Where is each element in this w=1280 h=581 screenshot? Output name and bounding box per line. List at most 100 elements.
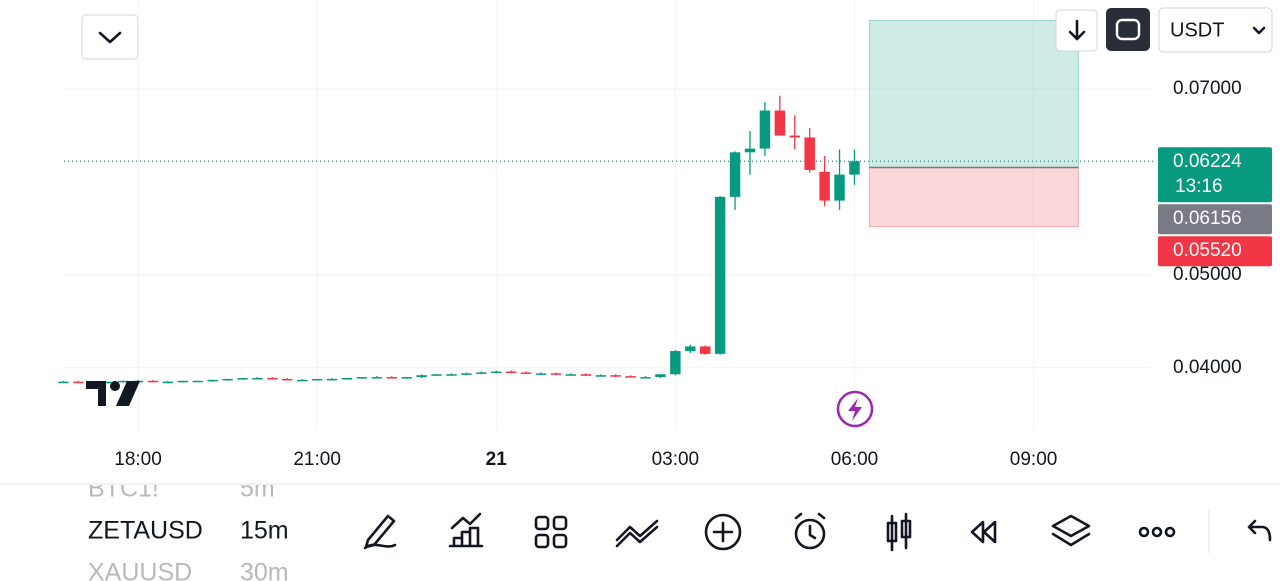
interval: 15m xyxy=(240,517,289,545)
candle-body xyxy=(356,377,368,379)
symbol: BTC1! xyxy=(88,475,159,503)
x-tick-label: 18:00 xyxy=(114,449,162,470)
candle-body xyxy=(177,380,189,383)
candle-body xyxy=(610,375,621,377)
candle-body xyxy=(505,371,517,373)
entry-price: 0.06156 xyxy=(1173,208,1242,229)
candle-body xyxy=(729,152,741,197)
more-tool[interactable] xyxy=(1138,526,1176,538)
candle-body xyxy=(252,377,263,380)
candle-body xyxy=(655,374,666,378)
candle-body xyxy=(326,378,338,381)
fullscreen-button[interactable] xyxy=(1106,8,1150,51)
candle-body xyxy=(476,372,487,374)
candle-body xyxy=(296,379,308,382)
candle-body xyxy=(670,351,681,375)
candle-body xyxy=(207,379,218,382)
loss-zone xyxy=(868,167,1079,228)
collapse-button[interactable] xyxy=(81,14,139,60)
currency: USDT xyxy=(1170,19,1224,41)
x-tick-label: 09:00 xyxy=(1010,449,1058,470)
candle-body xyxy=(416,375,427,378)
candle-body xyxy=(834,174,845,201)
layers-tool[interactable] xyxy=(1051,514,1091,547)
candle-body xyxy=(386,377,397,379)
candle-body xyxy=(714,196,726,354)
chart-type-tool[interactable] xyxy=(886,512,912,552)
candle-body xyxy=(849,161,860,175)
y-tick-label: 0.04000 xyxy=(1173,357,1242,378)
candle-body xyxy=(699,346,711,354)
candle-body xyxy=(819,171,830,201)
replay-tool[interactable] xyxy=(970,520,997,544)
candle-body xyxy=(73,381,84,384)
last-price-label: 0.06224 13:16 xyxy=(1158,147,1272,203)
axis-labels: 18:00 21:00 21 03:00 06:00 09:00 0.04000 0.0500… xyxy=(114,78,1272,470)
candle-body xyxy=(595,375,606,377)
candle-body xyxy=(222,378,233,381)
grid xyxy=(64,0,1155,430)
candle-body xyxy=(192,380,203,383)
candle-body xyxy=(237,377,248,380)
candles xyxy=(58,95,860,385)
candle-body xyxy=(102,381,114,384)
lightning-icon[interactable] xyxy=(836,390,874,428)
y-tick-label: 0.05000 xyxy=(1173,264,1242,285)
draw-tool[interactable] xyxy=(363,514,397,550)
candle-body xyxy=(774,110,786,136)
candle-body xyxy=(162,381,174,384)
candle-body xyxy=(58,381,69,384)
candle-body xyxy=(685,346,696,352)
candle-body xyxy=(565,374,577,376)
interval-list[interactable]: BTC1! 5m ZETAUSD 15m XAUUSD 30m xyxy=(88,475,289,581)
candle-body xyxy=(117,380,129,383)
candle-body xyxy=(640,377,651,379)
candle-body xyxy=(580,374,592,376)
candle-body xyxy=(789,135,800,138)
toolbar xyxy=(363,510,1272,553)
x-tick-label: 06:00 xyxy=(831,449,879,470)
candle-body xyxy=(461,373,472,375)
label-box xyxy=(1158,204,1272,235)
logo xyxy=(86,381,140,406)
candle-body xyxy=(759,110,771,149)
indicators-tool[interactable] xyxy=(448,512,484,548)
x-tick-label: 21:00 xyxy=(293,449,341,470)
candle-body xyxy=(371,377,383,379)
candle-body xyxy=(341,377,353,380)
candle-body xyxy=(446,374,457,376)
candle-body xyxy=(804,137,815,170)
add-tool[interactable] xyxy=(704,513,742,551)
profit-zone xyxy=(868,19,1079,169)
candle-body xyxy=(147,380,159,383)
label-box xyxy=(1158,236,1272,267)
x-tick-label: 03:00 xyxy=(652,449,700,470)
countdown: 13:16 xyxy=(1175,176,1223,197)
symbol: XAUUSD xyxy=(88,559,192,581)
candle-body xyxy=(520,372,532,374)
undo-tool[interactable] xyxy=(1247,519,1272,542)
stop-price: 0.05520 xyxy=(1173,240,1242,261)
candle-body xyxy=(625,376,636,378)
x-tick-label: 21 xyxy=(486,449,508,470)
candle-body xyxy=(401,377,412,379)
compare-tool[interactable] xyxy=(615,519,659,548)
candle-body xyxy=(550,373,562,375)
alert-tool[interactable] xyxy=(794,512,826,550)
candle-body xyxy=(744,148,756,153)
download-button[interactable] xyxy=(1055,9,1098,52)
interval: 30m xyxy=(240,559,289,581)
y-tick-label: 0.07000 xyxy=(1173,78,1242,99)
symbol: ZETAUSD xyxy=(88,517,203,545)
currency-select[interactable]: USDT xyxy=(1158,7,1273,53)
candle-body xyxy=(267,377,278,380)
candle-body xyxy=(491,371,502,373)
candle-body xyxy=(431,374,442,376)
layouts-tool[interactable] xyxy=(534,515,568,549)
candle-body xyxy=(535,373,547,375)
position-tool xyxy=(868,19,1079,228)
last-price: 0.06224 xyxy=(1173,151,1242,172)
label-box xyxy=(1158,147,1272,203)
